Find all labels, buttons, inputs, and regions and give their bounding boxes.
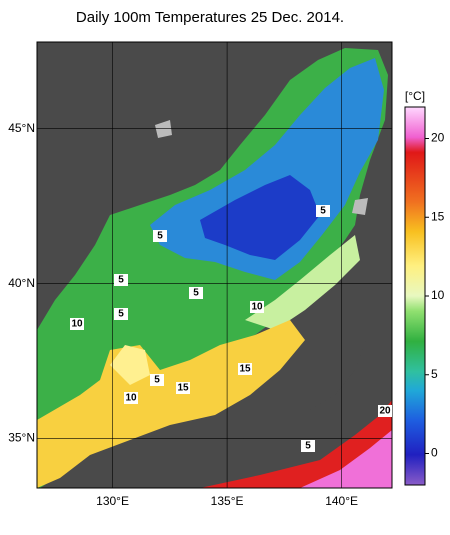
contour-label-bg <box>114 274 128 286</box>
no-data <box>352 198 368 215</box>
contour-label: 5 <box>320 206 326 217</box>
contour-label: 5 <box>305 441 311 452</box>
map <box>37 42 392 488</box>
lat-label: 40°N <box>8 276 35 290</box>
contour-label: 20 <box>379 406 391 417</box>
contour-label-bg <box>124 392 138 404</box>
lat-label: 35°N <box>8 431 35 445</box>
sea-region <box>37 320 305 488</box>
contour-label: 5 <box>157 231 163 242</box>
contour-label: 15 <box>239 364 251 375</box>
sea-region <box>110 345 150 385</box>
contour-label-bg <box>238 363 252 375</box>
lon-label: 135°E <box>211 494 244 508</box>
colorbar-tick-label: 20 <box>431 131 445 145</box>
colorbar-unit: [°C] <box>405 89 425 103</box>
sea-region <box>200 400 392 488</box>
contour-label: 5 <box>193 288 199 299</box>
contour-label-bg <box>378 405 392 417</box>
contour-label: 10 <box>125 393 137 404</box>
map-frame <box>36 41 393 489</box>
contour-label-bg <box>301 440 315 452</box>
sea-region <box>200 175 320 260</box>
land <box>160 280 392 488</box>
colorbar-tick-label: 10 <box>431 288 445 302</box>
contour-label-bg <box>153 230 167 242</box>
contour-label-bg <box>250 301 264 313</box>
map-title: Daily 100m Temperatures 25 Dec. 2014. <box>76 9 344 26</box>
colorbar-tick-label: 5 <box>431 367 438 381</box>
sea-region <box>300 430 392 488</box>
contour-label: 5 <box>154 375 160 386</box>
contour-label-bg <box>150 374 164 386</box>
sea-region <box>245 235 360 330</box>
contour-label-bg <box>114 308 128 320</box>
contour-label-bg <box>316 205 330 217</box>
contour-label-bg <box>189 287 203 299</box>
colorbar-tick-label: 15 <box>431 209 445 223</box>
colorbar <box>404 106 426 486</box>
lon-label: 140°E <box>325 494 358 508</box>
contour-label: 10 <box>251 302 263 313</box>
colorbar-tick-label: 0 <box>431 446 438 460</box>
contour-label: 15 <box>177 383 189 394</box>
contour-label: 5 <box>118 275 124 286</box>
contour-label-bg <box>70 318 84 330</box>
contour-label: 10 <box>71 319 83 330</box>
contour-label-bg <box>176 382 190 394</box>
lat-label: 45°N <box>8 121 35 135</box>
contour-label: 5 <box>118 309 124 320</box>
lon-label: 130°E <box>96 494 129 508</box>
